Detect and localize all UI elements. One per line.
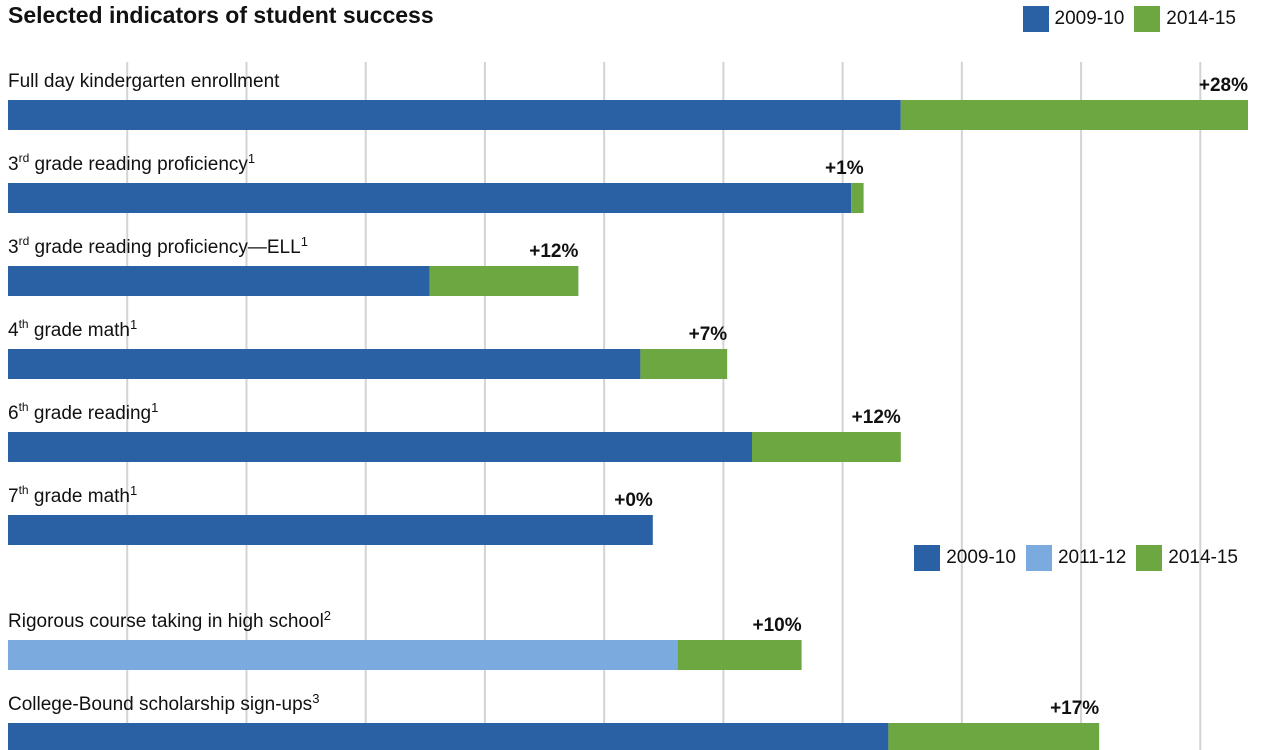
category-label: 7th grade math1 [8,483,138,508]
category-label: Rigorous course taking in high school2 [8,608,332,633]
legend-swatch [914,545,941,571]
legend-item: 2011-12 [1025,545,1127,571]
change-label: +12% [852,407,901,428]
category-label-pre: 3 [8,154,19,175]
bar-increase [900,100,1248,130]
bar-increase [752,432,901,462]
category-label-note: 1 [130,317,138,332]
bar-base [8,640,678,670]
category-label: 6th grade reading1 [8,400,159,425]
category-label-pre: 3 [8,237,19,258]
bar-increase [888,723,1100,750]
category-label: 4th grade math1 [8,317,138,342]
change-label: +10% [752,615,801,636]
category-label-sup: th [18,400,29,414]
bar-base [8,723,889,750]
legend-mid: 2009-10 2011-12 2014-15 [914,545,1238,571]
category-label-sup: rd [18,151,30,165]
category-label-sup: rd [18,234,30,248]
category-label-post: Full day kindergarten enrollment [8,71,280,92]
category-label-note: 1 [300,234,308,249]
legend-item: 2009-10 [914,545,1016,571]
legend-label: 2009-10 [1054,8,1125,29]
change-labels: +28% +1% +12% +7% +12% +0% +10% +17% [529,75,1248,719]
bars [8,100,1248,750]
change-label: +17% [1050,698,1099,719]
bar-base [8,432,752,462]
category-label-pre: 4 [8,320,19,341]
category-label-post: Rigorous course taking in high school [8,611,324,632]
category-label-sup: th [18,483,29,497]
category-label-note: 3 [312,691,320,706]
category-label-post: grade reading [28,403,152,424]
legend-swatch [1025,545,1052,571]
bar-increase [429,266,579,296]
category-label-post: grade math [28,486,130,507]
category-label-note: 1 [130,483,138,498]
legend-label: 2014-15 [1166,8,1236,29]
change-label: +1% [825,158,864,179]
bar-base [8,515,653,545]
legend-label: 2014-15 [1168,547,1238,568]
category-label-post: grade reading proficiency [29,154,248,175]
category-label-pre: 7 [8,486,19,507]
change-label: +28% [1199,75,1248,96]
bar-increase [677,640,802,670]
category-label-post: College-Bound scholarship sign-ups [8,694,313,715]
legend-item: 2014-15 [1134,6,1236,32]
bar-increase [640,349,728,379]
bar-base [8,349,641,379]
category-label: College-Bound scholarship sign-ups3 [8,691,320,716]
legend-item: 2014-15 [1136,545,1238,571]
change-label: +7% [689,324,728,345]
change-label: +0% [614,490,653,511]
category-label: 3rd grade reading proficiency1 [8,151,256,176]
category-label-note: 1 [151,400,159,415]
bar-increase [851,183,864,213]
category-label-post: grade reading proficiency—ELL [29,237,301,258]
legend-label: 2011-12 [1057,547,1127,568]
category-label: 3rd grade reading proficiency—ELL1 [8,234,308,259]
legend-swatch [1136,545,1163,571]
category-label-sup: th [18,317,29,331]
bar-base [8,183,852,213]
gridlines [126,62,1202,750]
legend-swatch [1134,6,1161,32]
chart-title: Selected indicators of student success [8,2,434,28]
category-label-note: 2 [323,608,332,623]
change-label: +12% [529,241,578,262]
category-label: Full day kindergarten enrollment [8,71,279,93]
bar-base [8,100,901,130]
legend-top: 2009-10 2014-15 [1022,6,1236,32]
category-label-note: 1 [247,151,256,166]
legend-swatch [1022,6,1049,32]
legend-item: 2009-10 [1022,6,1125,32]
category-label-post: grade math [28,320,130,341]
bar-base [8,266,430,296]
legend-label: 2009-10 [946,547,1016,568]
category-label-pre: 6 [8,403,19,424]
